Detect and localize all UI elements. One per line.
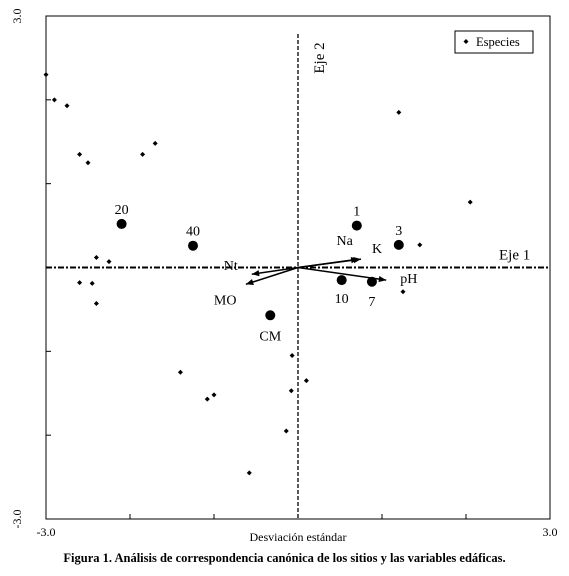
species-point (106, 259, 112, 265)
species-point (93, 254, 99, 260)
variable-arrows: Nt MO Na KpH (214, 234, 417, 308)
species-point (303, 378, 309, 384)
species-point (467, 199, 473, 205)
species-point (93, 301, 99, 307)
site-point (336, 275, 347, 286)
site-label: 40 (186, 225, 200, 240)
variable-label: Nt (224, 259, 238, 274)
x-axis-label: Desviación estándar (250, 530, 347, 544)
variable-label: MO (214, 293, 237, 308)
species-point (283, 428, 289, 434)
site-label: 20 (115, 203, 129, 218)
figure-caption: Figura 1. Análisis de correspondencia ca… (63, 551, 506, 565)
species-point (246, 470, 252, 476)
eje2-label: Eje 2 (312, 42, 328, 73)
site-point (116, 218, 127, 229)
arrow-head-icon (353, 257, 361, 264)
eje1-label: Eje 1 (499, 248, 530, 264)
site-label: 7 (368, 295, 375, 310)
species-point (89, 280, 95, 286)
species-point (85, 160, 91, 166)
species-point (396, 109, 402, 115)
ordination-plot: -3.0 3.0 3.0 -3.0 Desviación estándar Ej… (10, 9, 558, 545)
site-label: 1 (353, 205, 360, 220)
variable-arrow (251, 266, 299, 275)
species-point (177, 369, 183, 375)
species-point (77, 280, 83, 286)
site-point (393, 239, 404, 250)
variable-label: Na (336, 234, 353, 249)
site-label: 10 (335, 292, 349, 307)
site-point (366, 276, 377, 287)
species-point (43, 72, 49, 78)
arrow-head-icon (245, 279, 254, 285)
variable-arrow (297, 258, 362, 269)
site-label: 3 (395, 224, 402, 239)
species-point (140, 151, 146, 157)
site-label: CM (259, 329, 281, 344)
arrow-head-icon (378, 275, 387, 283)
legend-box (454, 30, 534, 54)
site-point (265, 310, 276, 321)
species-point (417, 242, 423, 248)
species-point (400, 289, 406, 295)
site-point (351, 220, 362, 231)
species-point (288, 388, 294, 394)
species-point (64, 103, 70, 109)
legend: Especies (454, 30, 534, 54)
axis-ticks (46, 99, 467, 519)
legend-marker-icon (463, 39, 469, 44)
arrow-head-icon (251, 270, 260, 277)
y-tick-label-min: -3.0 (10, 510, 24, 529)
variable-label: K (372, 242, 382, 257)
species-points (43, 72, 473, 476)
species-point (204, 396, 210, 402)
legend-label: Especies (476, 35, 520, 49)
species-point (211, 392, 217, 398)
species-point (152, 140, 158, 146)
y-tick-label-max: 3.0 (10, 9, 24, 24)
variable-label: pH (400, 272, 417, 287)
species-point (51, 97, 57, 103)
site-point (188, 240, 198, 251)
species-point (289, 353, 295, 359)
species-point (77, 151, 83, 157)
x-tick-label-min: -3.0 (37, 525, 56, 539)
variable-arrow (245, 266, 299, 285)
x-tick-label-max: 3.0 (543, 525, 558, 539)
